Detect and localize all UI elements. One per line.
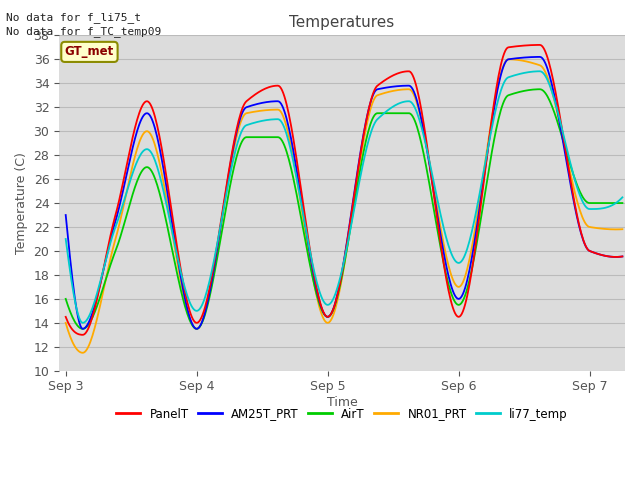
Legend: PanelT, AM25T_PRT, AirT, NR01_PRT, li77_temp: PanelT, AM25T_PRT, AirT, NR01_PRT, li77_… (112, 403, 572, 425)
Y-axis label: Temperature (C): Temperature (C) (15, 152, 28, 254)
Title: Temperatures: Temperatures (289, 15, 395, 30)
Text: No data for f_TC_temp09: No data for f_TC_temp09 (6, 26, 162, 37)
Text: No data for f_li75_t: No data for f_li75_t (6, 12, 141, 23)
Text: GT_met: GT_met (65, 46, 114, 59)
X-axis label: Time: Time (326, 396, 358, 409)
